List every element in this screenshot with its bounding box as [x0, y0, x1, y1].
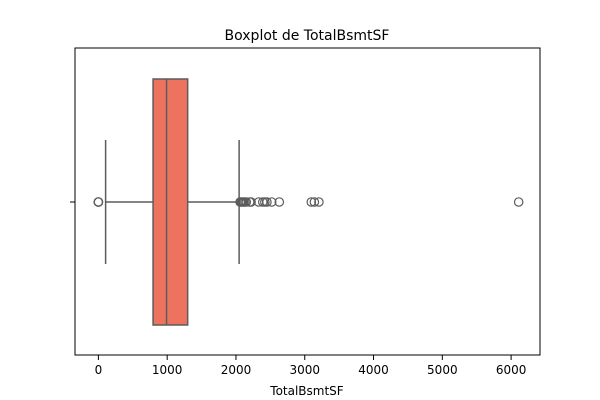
x-tick-label: 3000	[289, 363, 320, 377]
outlier-point	[513, 197, 524, 207]
outlier-point	[266, 197, 277, 207]
plot-area	[93, 78, 524, 326]
outlier-point	[309, 197, 320, 207]
x-tick-label: 6000	[496, 363, 527, 377]
outlier-point	[241, 197, 252, 207]
x-tick-label: 4000	[358, 363, 389, 377]
x-tick-label: 2000	[221, 363, 252, 377]
outlier-point	[246, 197, 256, 207]
x-tick-label: 0	[95, 363, 103, 377]
x-tick-label: 5000	[427, 363, 458, 377]
outlier-point	[93, 197, 104, 207]
outlier-point	[306, 197, 317, 207]
x-tick-label: 1000	[152, 363, 183, 377]
chart-title: Boxplot de TotalBsmtSF	[225, 28, 390, 44]
outlier-point	[274, 197, 285, 207]
x-axis: 0 1000 2000 3000 4000 5000 6000	[95, 355, 527, 377]
outlier-point	[314, 197, 324, 207]
outlier-point	[262, 197, 272, 207]
x-axis-label: TotalBsmtSF	[269, 384, 344, 398]
iqr-box	[152, 78, 189, 326]
